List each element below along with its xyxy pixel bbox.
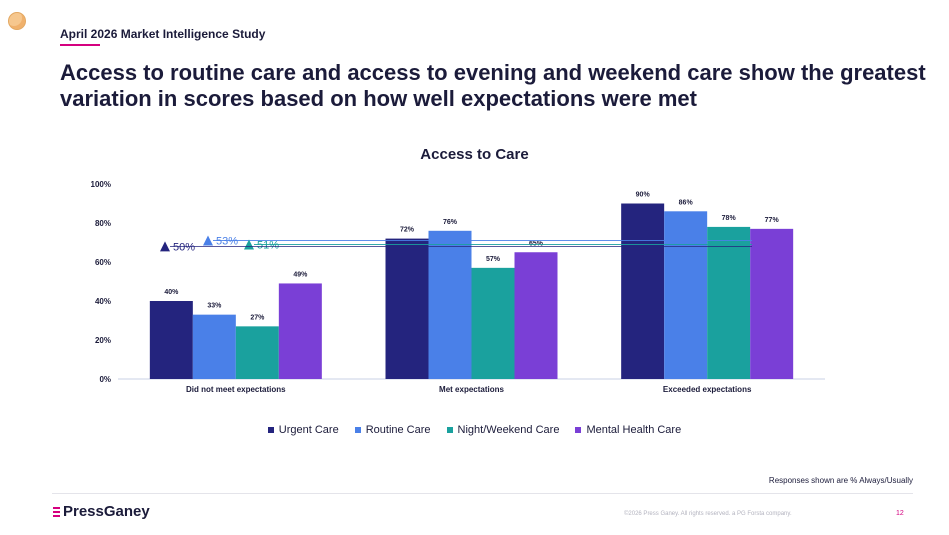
category-label: Met expectations [439, 385, 504, 394]
data-label: 76% [443, 219, 458, 226]
legend-swatch-mental-health-care [575, 427, 582, 433]
page-headline: Access to routine care and access to eve… [60, 60, 926, 111]
y-tick-label: 20% [95, 336, 111, 345]
data-label: 78% [722, 215, 737, 222]
legend-label-routine-care: Routine Care [365, 424, 431, 436]
bar-urgent-care-0 [149, 301, 193, 379]
bar-routine-care-2 [664, 211, 708, 379]
copyright-text: ©2026 Press Ganey. All rights reserved. … [624, 511, 792, 517]
bar-urgent-care-1 [385, 238, 429, 379]
data-label: 90% [636, 192, 651, 199]
study-label: April 2026 Market Intelligence Study [60, 27, 266, 41]
footer-divider [52, 493, 913, 494]
bar-mental-health-care-1 [514, 252, 558, 379]
bar-night-weekend-care-1 [471, 267, 515, 379]
data-label: 40% [164, 289, 179, 296]
chart-title: Access to Care [420, 146, 529, 163]
data-label: 49% [293, 271, 308, 278]
data-label: 57% [486, 256, 501, 263]
triangle-marker-icon [160, 241, 170, 252]
y-tick-label: 0% [99, 375, 111, 384]
logo-text: PressGaney [63, 503, 150, 520]
reference-value-label: 51% [257, 239, 279, 251]
y-tick-label: 60% [95, 258, 111, 267]
reference-value-label: 50% [173, 241, 195, 253]
data-label: 33% [207, 303, 222, 310]
bar-night-weekend-care-0 [235, 326, 279, 379]
data-label: 65% [529, 240, 544, 247]
bar-urgent-care-2 [621, 203, 665, 379]
y-tick-label: 100% [91, 180, 111, 189]
page-number: 12 [896, 510, 904, 517]
bar-routine-care-1 [428, 230, 472, 379]
press-ganey-logo: PressGaney [53, 503, 150, 520]
legend-item-routine-care: Routine Care [354, 424, 431, 436]
y-tick-label: 40% [95, 297, 111, 306]
corner-chat-icon [8, 12, 26, 30]
chart-legend: Urgent Care Routine Care Night/Weekend C… [0, 424, 949, 436]
category-label: Exceeded expectations [663, 385, 752, 394]
bar-routine-care-0 [192, 314, 236, 379]
data-label: 86% [679, 199, 694, 206]
study-label-underline [60, 44, 100, 46]
legend-swatch-urgent-care [267, 427, 274, 433]
logo-mark-icon [53, 506, 60, 518]
category-label: Did not meet expectations [186, 385, 286, 394]
bar-mental-health-care-2 [750, 228, 794, 379]
legend-swatch-routine-care [354, 427, 361, 433]
legend-swatch-night-weekend-care [446, 427, 453, 433]
y-tick-label: 80% [95, 219, 111, 228]
data-label: 72% [400, 227, 415, 234]
data-label: 27% [250, 314, 265, 321]
bar-mental-health-care-0 [278, 283, 322, 379]
legend-label-mental-health-care: Mental Health Care [586, 424, 682, 436]
legend-item-mental-health-care: Mental Health Care [575, 424, 681, 436]
legend-label-night-weekend-care: Night/Weekend Care [457, 424, 560, 436]
responses-note: Responses shown are % Always/Usually [768, 476, 913, 485]
data-label: 77% [765, 217, 780, 224]
legend-item-urgent-care: Urgent Care [267, 424, 339, 436]
reference-value-label: 53% [216, 236, 238, 248]
triangle-marker-icon [203, 235, 213, 246]
legend-item-night-weekend-care: Night/Weekend Care [446, 424, 560, 436]
legend-label-urgent-care: Urgent Care [278, 424, 339, 436]
bar-night-weekend-care-2 [707, 226, 751, 379]
triangle-marker-icon [244, 239, 254, 250]
